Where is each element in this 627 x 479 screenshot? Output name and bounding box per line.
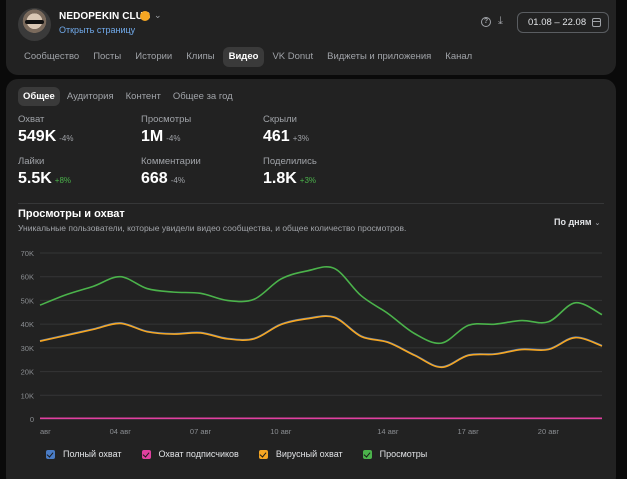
metric-delta: +3% bbox=[292, 134, 309, 143]
y-tick-label: 20K bbox=[21, 368, 34, 377]
community-header: NEDOPEKIN CLUB ⌄ Открыть страницу ? ⤓ 01… bbox=[6, 0, 616, 75]
x-tick-label: 14 авг bbox=[377, 427, 399, 436]
tab-posts[interactable]: Посты bbox=[93, 51, 122, 62]
views-reach-chart: 0 10K 20K 30K 40K 50K 60K 70K авг 04 авг 07 авг 10 … bbox=[21, 249, 603, 436]
metric-label: Лайки bbox=[18, 156, 45, 167]
metric-label: Комментарии bbox=[141, 156, 201, 167]
metric-value: 1M bbox=[141, 128, 164, 145]
metric-delta: +3% bbox=[299, 176, 317, 185]
legend-label: Полный охват bbox=[63, 449, 122, 459]
metric-value: 461 bbox=[263, 128, 290, 145]
verified-icon bbox=[140, 11, 150, 21]
subtab-audience[interactable]: Аудитория bbox=[66, 91, 114, 102]
x-tick-label: 10 авг bbox=[270, 427, 292, 436]
x-tick-label: 07 авг bbox=[190, 427, 212, 436]
period-select[interactable]: По дням ⌄ bbox=[554, 217, 600, 227]
metric-label: Просмотры bbox=[141, 114, 192, 125]
tab-channel[interactable]: Канал bbox=[445, 51, 473, 62]
x-tick-label: 17 авг bbox=[458, 427, 480, 436]
x-tick-label: 20 авг bbox=[538, 427, 560, 436]
download-icon[interactable]: ⤓ bbox=[498, 15, 503, 27]
video-stats-card: Общее Аудитория Контент Общее за год Охв… bbox=[6, 79, 616, 479]
y-tick-label: 0 bbox=[30, 415, 34, 424]
club-name[interactable]: NEDOPEKIN CLUB bbox=[59, 11, 151, 22]
section-tabs: Сообщество Посты Истории Клипы Видео VK … bbox=[18, 47, 478, 67]
legend-item-subscriber-reach[interactable]: Охват подписчиков bbox=[141, 449, 239, 459]
tab-widgets[interactable]: Виджеты и приложения bbox=[327, 51, 432, 62]
metric-comments: Комментарии 668 -4% bbox=[141, 156, 201, 188]
divider bbox=[18, 203, 604, 204]
chart-legend: Полный охват Охват подписчиков Вирусный … bbox=[46, 449, 427, 459]
metric-value: 5.5K bbox=[18, 170, 52, 187]
legend-item-views[interactable]: Просмотры bbox=[362, 449, 428, 459]
checkbox-icon bbox=[46, 449, 55, 459]
tab-community[interactable]: Сообщество bbox=[24, 51, 80, 62]
metric-reach: Охват 549K -4% bbox=[18, 114, 73, 146]
metric-delta: -4% bbox=[166, 134, 181, 143]
open-page-link[interactable]: Открыть страницу bbox=[59, 25, 136, 35]
chart-subtitle: Уникальные пользователи, которые увидели… bbox=[18, 223, 407, 233]
y-tick-label: 10K bbox=[21, 391, 34, 400]
y-tick-label: 70K bbox=[21, 249, 34, 258]
metric-value: 668 bbox=[141, 170, 168, 187]
y-tick-label: 50K bbox=[21, 296, 34, 305]
metric-views: Просмотры 1M -4% bbox=[141, 114, 191, 146]
legend-label: Охват подписчиков bbox=[158, 449, 239, 459]
y-tick-label: 40K bbox=[21, 320, 34, 329]
metric-delta: -4% bbox=[170, 176, 185, 185]
metric-delta: -4% bbox=[59, 134, 74, 143]
metric-shares: Поделились 1.8K +3% bbox=[263, 156, 317, 188]
checkbox-icon bbox=[362, 449, 372, 459]
metric-value: 1.8K bbox=[263, 170, 297, 187]
calendar-icon bbox=[592, 18, 601, 27]
y-tick-label: 30K bbox=[21, 344, 34, 353]
y-tick-label: 60K bbox=[21, 273, 34, 282]
legend-item-full-reach[interactable]: Полный охват bbox=[46, 449, 122, 459]
metric-label: Поделились bbox=[263, 156, 317, 167]
series-viral-reach bbox=[39, 315, 603, 369]
legend-item-viral-reach[interactable]: Вирусный охват bbox=[258, 449, 343, 459]
series-views bbox=[39, 265, 603, 345]
metric-likes: Лайки 5.5K +8% bbox=[18, 156, 71, 188]
subtab-content[interactable]: Контент bbox=[125, 91, 161, 102]
metric-label: Скрыли bbox=[263, 114, 297, 125]
date-range-label: 01.08 – 22.08 bbox=[528, 17, 587, 28]
x-tick-label: 04 авг bbox=[110, 427, 132, 436]
chart-title: Просмотры и охват bbox=[18, 208, 125, 220]
subtab-general-year[interactable]: Общее за год bbox=[172, 91, 233, 102]
x-tick-label: авг bbox=[40, 427, 51, 436]
checkbox-icon bbox=[258, 449, 268, 459]
avatar[interactable] bbox=[18, 8, 51, 41]
subtab-general[interactable]: Общее bbox=[18, 87, 60, 106]
metric-delta: +8% bbox=[54, 176, 72, 185]
tab-clips[interactable]: Клипы bbox=[186, 51, 215, 62]
chevron-down-icon[interactable]: ⌄ bbox=[154, 10, 162, 20]
tab-stories[interactable]: Истории bbox=[135, 51, 173, 62]
metric-hidden: Скрыли 461 +3% bbox=[263, 114, 309, 146]
tab-vk-donut[interactable]: VK Donut bbox=[272, 51, 314, 62]
stats-subtabs: Общее Аудитория Контент Общее за год bbox=[18, 87, 238, 106]
date-range-button[interactable]: 01.08 – 22.08 bbox=[517, 12, 609, 33]
metric-value: 549K bbox=[18, 128, 57, 145]
tab-video[interactable]: Видео bbox=[222, 47, 265, 67]
help-icon[interactable]: ? bbox=[481, 17, 491, 27]
legend-label: Вирусный охват bbox=[275, 449, 343, 459]
period-select-label: По дням bbox=[554, 217, 592, 227]
chevron-down-icon: ⌄ bbox=[594, 220, 601, 227]
metric-label: Охват bbox=[18, 114, 45, 125]
checkbox-icon bbox=[141, 449, 151, 459]
legend-label: Просмотры bbox=[379, 449, 428, 459]
